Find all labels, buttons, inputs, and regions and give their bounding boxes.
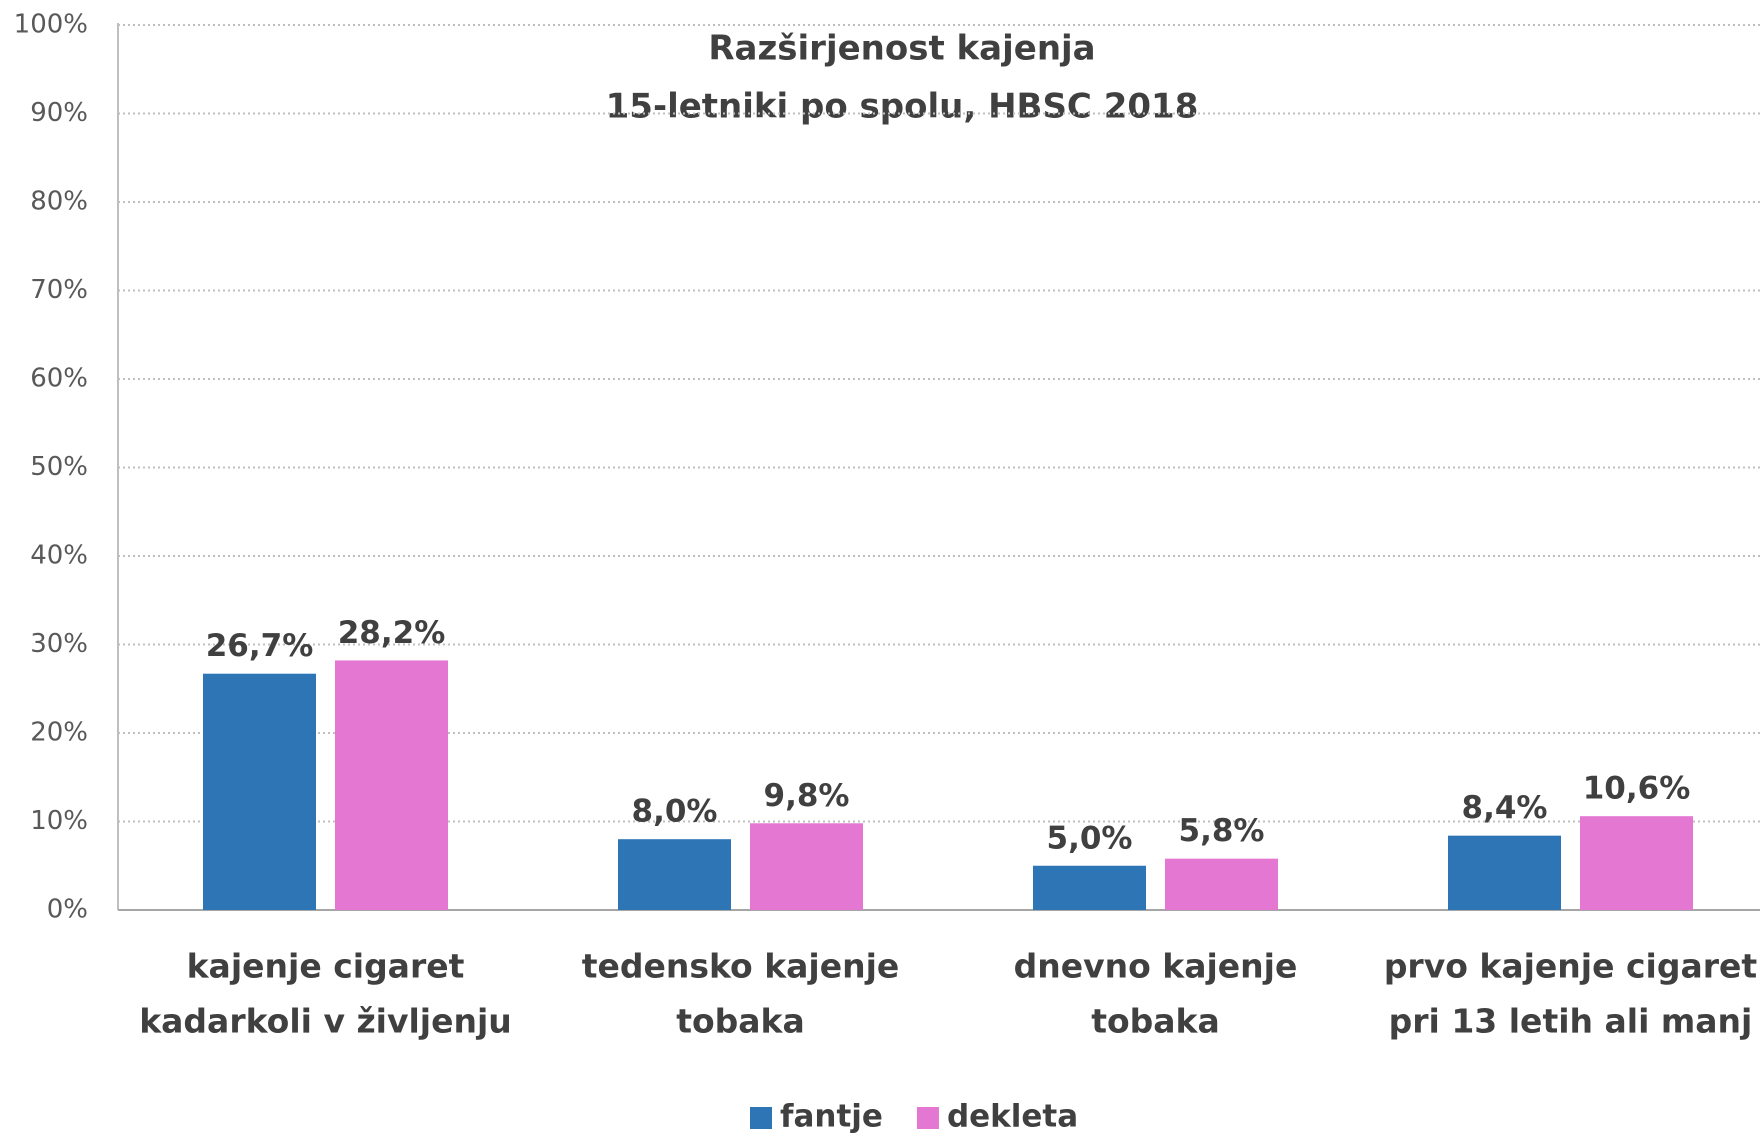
data-label: 5,0% <box>1047 820 1133 856</box>
bar <box>203 673 316 910</box>
y-tick-label: 50% <box>30 452 88 482</box>
bar <box>1165 858 1278 910</box>
y-tick-label: 40% <box>30 541 88 571</box>
y-tick-label: 20% <box>30 718 88 748</box>
data-label: 10,6% <box>1583 771 1691 807</box>
bar <box>1580 816 1693 910</box>
y-tick-label: 70% <box>30 275 88 305</box>
x-tick-label: tedensko kajenje <box>582 947 900 986</box>
bar <box>335 660 448 910</box>
y-tick-label: 100% <box>14 10 88 40</box>
y-tick-label: 80% <box>30 187 88 217</box>
data-label: 8,4% <box>1462 790 1548 826</box>
legend-swatch <box>916 1107 939 1129</box>
y-tick-label: 30% <box>30 629 88 659</box>
bar <box>618 839 731 910</box>
data-label: 8,0% <box>632 794 718 830</box>
x-tick-label: tobaka <box>676 1002 805 1041</box>
data-label: 9,8% <box>764 778 850 814</box>
legend-label: dekleta <box>947 1099 1078 1135</box>
x-tick-label: kadarkoli v življenju <box>139 1002 512 1041</box>
bar <box>1448 835 1561 910</box>
legend-label: fantje <box>780 1099 883 1135</box>
y-tick-label: 60% <box>30 364 88 394</box>
y-tick-label: 90% <box>30 98 88 128</box>
x-tick-label: dnevno kajenje <box>1014 947 1298 986</box>
x-tick-label: kajenje cigaret <box>187 947 465 986</box>
data-label: 26,7% <box>206 628 314 664</box>
x-tick-label: pri 13 letih ali manj <box>1389 1002 1753 1041</box>
bar <box>1033 865 1146 910</box>
x-tick-label: prvo kajenje cigaret <box>1384 947 1758 986</box>
legend-swatch <box>750 1107 772 1129</box>
y-tick-label: 10% <box>30 806 88 836</box>
y-tick-label: 0% <box>47 895 88 925</box>
data-label: 28,2% <box>338 615 446 651</box>
data-label: 5,8% <box>1179 813 1265 849</box>
chart-subtitle: 15-letniki po spolu, HBSC 2018 <box>606 87 1199 127</box>
bar <box>750 823 863 910</box>
chart-title: Razširjenost kajenja <box>708 29 1095 69</box>
x-tick-label: tobaka <box>1091 1002 1220 1041</box>
